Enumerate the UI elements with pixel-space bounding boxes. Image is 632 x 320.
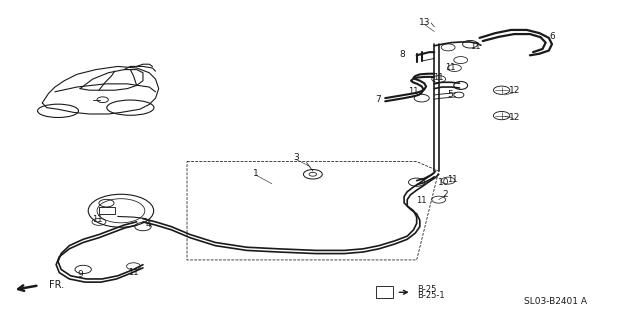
- Text: 5: 5: [448, 91, 454, 100]
- Text: 7: 7: [375, 95, 380, 104]
- Text: 12: 12: [509, 86, 520, 95]
- Text: 11: 11: [434, 73, 444, 82]
- Text: 4: 4: [146, 220, 152, 229]
- Text: 13: 13: [418, 18, 430, 27]
- Text: 11: 11: [470, 42, 480, 51]
- Text: 10: 10: [438, 178, 449, 187]
- Text: 3: 3: [293, 153, 299, 162]
- Text: B-25-1: B-25-1: [416, 291, 444, 300]
- Text: 9: 9: [77, 270, 83, 279]
- Text: 11: 11: [92, 215, 102, 224]
- Text: 11: 11: [446, 63, 456, 72]
- Text: B-25: B-25: [416, 285, 436, 294]
- Text: 11: 11: [447, 175, 457, 184]
- Text: FR.: FR.: [49, 280, 64, 290]
- Text: 11: 11: [408, 87, 419, 96]
- Text: 11: 11: [416, 196, 427, 205]
- Text: SL03-B2401 A: SL03-B2401 A: [524, 297, 586, 306]
- Text: 11: 11: [128, 268, 139, 277]
- Text: 12: 12: [509, 113, 520, 122]
- Text: 2: 2: [443, 190, 449, 199]
- Text: 8: 8: [399, 50, 405, 59]
- Text: 6: 6: [550, 32, 556, 41]
- Text: 1: 1: [253, 169, 259, 178]
